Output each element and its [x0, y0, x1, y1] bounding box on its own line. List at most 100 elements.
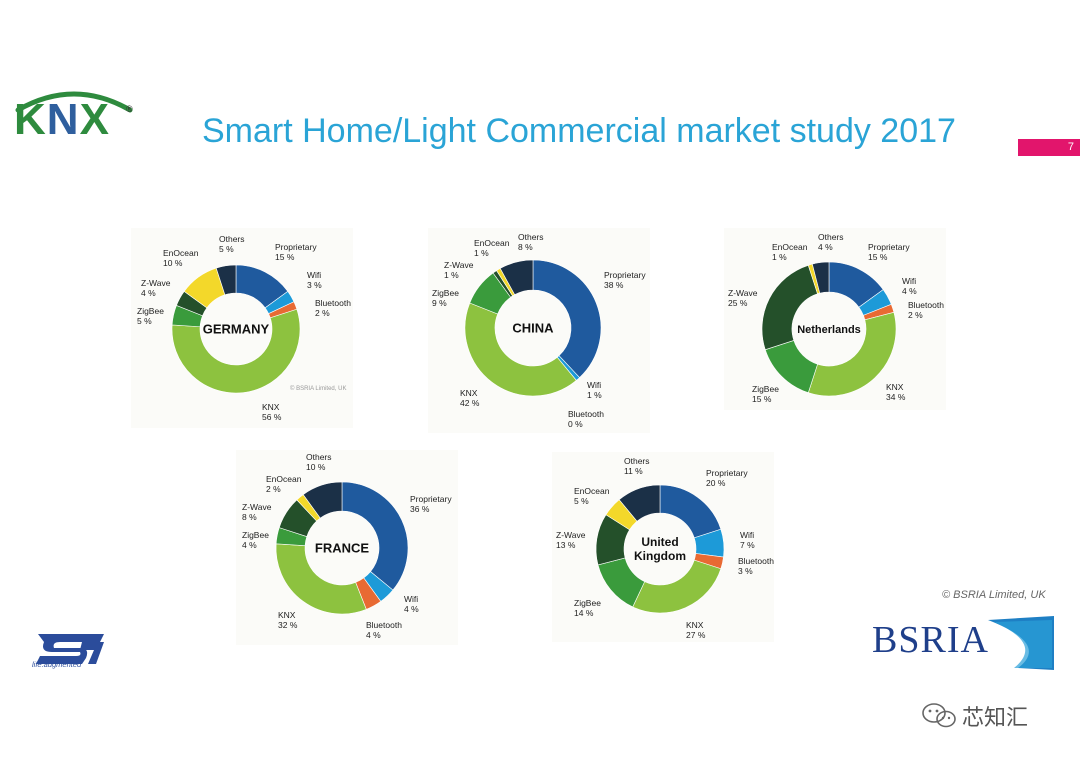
data-label-name: Z-Wave — [444, 260, 474, 270]
chart-panel-france: FRANCE Proprietary 36 % Wifi 4 % Bluetooth 4 %… — [236, 450, 458, 645]
data-label-value: 3 % — [307, 280, 322, 290]
data-label-knx: KNX 34 % — [886, 382, 905, 402]
chart-center-title: CHINA — [512, 321, 554, 336]
data-label-name: KNX — [278, 610, 296, 620]
data-label-name: Proprietary — [706, 468, 748, 478]
data-label-bluetooth: Bluetooth 0 % — [568, 409, 604, 429]
data-label-value: 10 % — [306, 462, 326, 472]
data-label-knx: KNX 27 % — [686, 620, 705, 640]
data-label-zigbee: ZigBee 15 % — [752, 384, 779, 404]
wechat-icon — [922, 703, 956, 728]
donut-chart-0: GERMANY — [171, 264, 301, 394]
data-label-zigbee: ZigBee 5 % — [137, 306, 164, 326]
data-label-bluetooth: Bluetooth 2 % — [315, 298, 351, 318]
slice-others — [811, 261, 830, 294]
data-label-z-wave: Z-Wave 25 % — [728, 288, 757, 308]
slice-proprietary — [659, 484, 722, 539]
data-label-bluetooth: Bluetooth 2 % — [908, 300, 944, 320]
data-label-name: KNX — [460, 388, 478, 398]
data-label-value: 4 % — [902, 286, 917, 296]
data-label-name: KNX — [886, 382, 904, 392]
data-label-name: Wifi — [307, 270, 322, 280]
data-label-knx: KNX 56 % — [262, 402, 281, 422]
data-label-name: ZigBee — [432, 288, 459, 298]
data-label-value: 56 % — [262, 412, 282, 422]
data-label-name: Bluetooth — [366, 620, 402, 630]
data-label-knx: KNX 42 % — [460, 388, 479, 408]
chart-panel-netherlands: Netherlands Proprietary 15 % Wifi 4 % Bluetoo… — [724, 228, 946, 410]
data-label-value: 8 % — [242, 512, 257, 522]
slice-others — [499, 259, 534, 296]
data-label-wifi: Wifi 3 % — [307, 270, 322, 290]
data-label-enocean: EnOcean 10 % — [163, 248, 198, 268]
data-label-name: Proprietary — [868, 242, 910, 252]
data-label-bluetooth: Bluetooth 3 % — [738, 556, 774, 576]
knx-registered-mark: ® — [126, 104, 133, 114]
data-label-name: Wifi — [902, 276, 917, 286]
data-label-name: KNX — [262, 402, 280, 412]
data-label-value: 2 % — [266, 484, 281, 494]
data-label-value: 4 % — [404, 604, 419, 614]
data-label-name: Wifi — [740, 530, 755, 540]
data-label-wifi: Wifi 1 % — [587, 380, 602, 400]
slice-others — [215, 264, 237, 296]
data-label-value: 13 % — [556, 540, 576, 550]
data-label-others: Others 8 % — [518, 232, 544, 252]
data-label-wifi: Wifi 4 % — [404, 594, 419, 614]
data-label-enocean: EnOcean 1 % — [474, 238, 509, 258]
data-label-value: 1 % — [772, 252, 787, 262]
data-label-value: 0 % — [568, 419, 583, 429]
data-label-value: 4 % — [366, 630, 381, 640]
data-label-enocean: EnOcean 2 % — [266, 474, 301, 494]
data-label-value: 5 % — [574, 496, 589, 506]
data-label-value: 2 % — [315, 308, 330, 318]
data-label-name: Proprietary — [604, 270, 646, 280]
data-label-z-wave: Z-Wave 8 % — [242, 502, 271, 522]
data-label-knx: KNX 32 % — [278, 610, 297, 630]
data-label-value: 2 % — [908, 310, 923, 320]
chart-panel-china: CHINA Proprietary 38 % Wifi 1 % Bluetooth 0 % K… — [428, 228, 650, 433]
data-label-value: 20 % — [706, 478, 726, 488]
data-label-wifi: Wifi 7 % — [740, 530, 755, 550]
donut-chart-3: FRANCE — [275, 481, 409, 615]
data-label-name: Z-Wave — [728, 288, 758, 298]
data-label-z-wave: Z-Wave 4 % — [141, 278, 170, 298]
slice-knx — [171, 308, 301, 394]
knx-logo-k: K — [14, 95, 47, 144]
data-label-value: 38 % — [604, 280, 624, 290]
data-label-value: 4 % — [242, 540, 257, 550]
slice-knx — [275, 543, 367, 615]
data-label-others: Others 10 % — [306, 452, 332, 472]
data-label-value: 15 % — [752, 394, 772, 404]
data-label-value: 8 % — [518, 242, 533, 252]
chart-copyright: © BSRIA Limited, UK — [290, 386, 347, 392]
chart-center-title: Netherlands — [797, 324, 861, 336]
data-label-value: 34 % — [886, 392, 906, 402]
slice-z-wave — [761, 264, 818, 351]
data-label-name: ZigBee — [752, 384, 779, 394]
data-label-name: Z-Wave — [556, 530, 586, 540]
chart-center-title: GERMANY — [203, 322, 270, 337]
data-label-value: 4 % — [818, 242, 833, 252]
data-label-enocean: EnOcean 5 % — [574, 486, 609, 506]
data-label-name: EnOcean — [163, 248, 199, 258]
data-label-value: 4 % — [141, 288, 156, 298]
data-label-name: Others — [818, 232, 844, 242]
chart-panel-united-kingdom: United Kingdom Proprietary 20 % Wifi 7 % Bluet… — [552, 452, 774, 642]
data-label-value: 1 % — [587, 390, 602, 400]
data-label-name: KNX — [686, 620, 704, 630]
knx-logo-word: KNX — [14, 98, 110, 142]
data-label-value: 36 % — [410, 504, 430, 514]
wechat-account-name: 芯知汇 — [962, 705, 1029, 730]
data-label-zigbee: ZigBee 4 % — [242, 530, 269, 550]
data-label-name: EnOcean — [266, 474, 302, 484]
st-tagline: life.augmented — [32, 660, 82, 669]
data-label-proprietary: Proprietary 38 % — [604, 270, 646, 290]
data-label-others: Others 4 % — [818, 232, 844, 252]
chart-center-title: FRANCE — [315, 541, 369, 556]
knx-logo-arc — [15, 91, 133, 113]
data-label-zigbee: ZigBee 9 % — [432, 288, 459, 308]
data-label-name: Others — [306, 452, 332, 462]
knx-logo-n: N — [46, 95, 80, 144]
